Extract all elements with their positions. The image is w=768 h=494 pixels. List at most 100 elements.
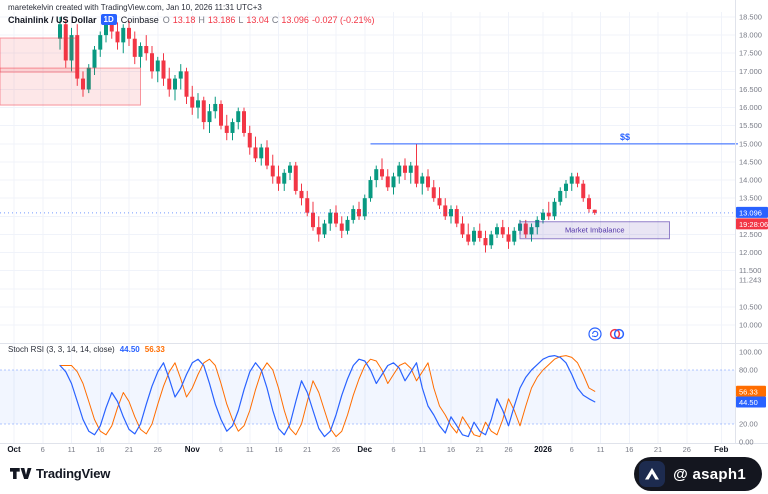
candle-body — [495, 227, 499, 235]
time-axis-label: 16 — [274, 445, 282, 454]
candle-body — [391, 176, 396, 188]
candle-body — [247, 132, 252, 148]
candle-body — [420, 176, 425, 184]
candle-body — [144, 45, 149, 54]
candle-body — [184, 71, 189, 97]
candle-body — [374, 169, 379, 181]
candle-body — [414, 165, 419, 184]
stoch-axis-label: 100.00 — [739, 348, 762, 357]
price-axis-label: 18.500 — [739, 13, 762, 22]
refresh-icon[interactable] — [588, 327, 602, 341]
candle-body — [58, 24, 62, 39]
candle-body — [213, 103, 218, 112]
candle-body — [196, 100, 200, 108]
stoch-k-line — [59, 355, 596, 438]
close-value: 13.096 — [281, 14, 309, 25]
candle-body — [437, 198, 442, 206]
candle-body — [506, 234, 511, 242]
change-value: -0.027 (-0.21%) — [311, 14, 375, 25]
candle-body — [282, 172, 287, 184]
watermark-pill: @ asaph1 — [634, 457, 762, 491]
candle-body — [500, 227, 505, 235]
main-chart-svg[interactable]: Market Imbalance $$ 18.500 18.000 17.500 17.0… — [0, 0, 768, 455]
time-axis-label: 6 — [570, 445, 574, 454]
candle-body — [426, 176, 430, 188]
time-axis-label: 11 — [597, 445, 605, 454]
candle-body — [299, 190, 304, 199]
stoch-k-badge-text: 44.50 — [739, 398, 758, 407]
candle-body — [224, 125, 229, 133]
candle-body — [311, 212, 315, 228]
price-axis-label: 10.000 — [739, 321, 762, 330]
stoch-d-badge-text: 56.33 — [739, 387, 758, 396]
low-value: 13.04 — [246, 14, 269, 25]
exchange-name[interactable]: Coinbase — [120, 14, 159, 25]
time-axis-label: 26 — [504, 445, 512, 454]
dollar-line-label: $$ — [620, 132, 630, 142]
candle-body — [305, 198, 310, 213]
candle-body — [230, 122, 235, 133]
ohlc-values: O 13.18 H 13.186 L 13.04 C 13.096 -0.027 (-0… — [163, 15, 375, 25]
timeframe-chip[interactable]: 1D — [100, 14, 117, 25]
price-axis-label: 10.500 — [739, 302, 762, 311]
candle-body — [408, 165, 413, 173]
time-axis-label: 11 — [246, 445, 254, 454]
candle-body — [368, 180, 373, 199]
price-axis-label: 17.000 — [739, 67, 762, 76]
candle-body — [477, 230, 482, 239]
candle-body — [242, 111, 246, 133]
supply-zone-box — [0, 37, 78, 73]
time-axis-label: 21 — [654, 445, 662, 454]
candle-body — [270, 165, 275, 177]
low-label: L — [238, 14, 244, 25]
candle-body — [546, 212, 551, 217]
candle-body — [339, 223, 344, 231]
symbol-legend: Chainlink / US Dollar 1D Coinbase O 13.18… — [8, 14, 374, 25]
open-label: O — [162, 14, 170, 25]
candle-body — [132, 38, 137, 57]
time-axis-label: 11 — [68, 445, 76, 454]
candle-body — [512, 230, 517, 242]
stoch-rsi-legend[interactable]: Stoch RSI (3, 3, 14, 14, close) 44.50 56… — [8, 345, 165, 354]
candle-body — [316, 227, 321, 235]
candle-body — [592, 209, 597, 213]
candle-body — [138, 45, 143, 57]
stoch-k-value: 44.50 — [119, 345, 140, 354]
watermark-handle: @ asaph1 — [673, 465, 746, 483]
time-axis-label: 21 — [303, 445, 311, 454]
candle-body — [92, 49, 97, 68]
price-axis-label: 15.000 — [739, 139, 762, 148]
countdown-badge — [736, 218, 768, 230]
candle-body — [552, 201, 557, 217]
price-axis-label: 14.500 — [739, 157, 762, 166]
candle-body — [207, 111, 212, 123]
price-axis-label: 14.000 — [739, 176, 762, 185]
stoch-axis-label: 0.00 — [739, 438, 754, 447]
candle-body — [104, 24, 108, 36]
close-label: C — [271, 14, 279, 25]
time-axis-label: 6 — [391, 445, 395, 454]
overlap-circles-icon[interactable] — [609, 327, 625, 341]
watermark-logo-icon — [639, 461, 666, 487]
candle-body — [454, 209, 459, 224]
symbol-name[interactable]: Chainlink / US Dollar — [8, 14, 97, 25]
candle-body — [466, 234, 471, 242]
candle-body — [288, 165, 292, 173]
candle-body — [161, 60, 166, 79]
time-axis-label: 6 — [41, 445, 45, 454]
time-axis-label: 21 — [476, 445, 484, 454]
candle-body — [259, 147, 264, 159]
imbalance-label: Market Imbalance — [565, 226, 625, 235]
high-label: H — [198, 14, 205, 25]
imbalance-box — [519, 221, 670, 240]
candle-body — [449, 209, 453, 217]
tradingview-logo[interactable]: TradingView — [10, 466, 110, 481]
countdown-badge-text: 19:28:06 — [739, 220, 768, 229]
candle-body — [403, 165, 407, 173]
stoch-k-badge — [736, 396, 766, 408]
candle-body — [351, 209, 356, 220]
stoch-d-line — [59, 355, 596, 438]
candle-body — [115, 31, 120, 43]
candle-body — [69, 35, 74, 61]
open-value: 13.18 — [172, 14, 196, 25]
